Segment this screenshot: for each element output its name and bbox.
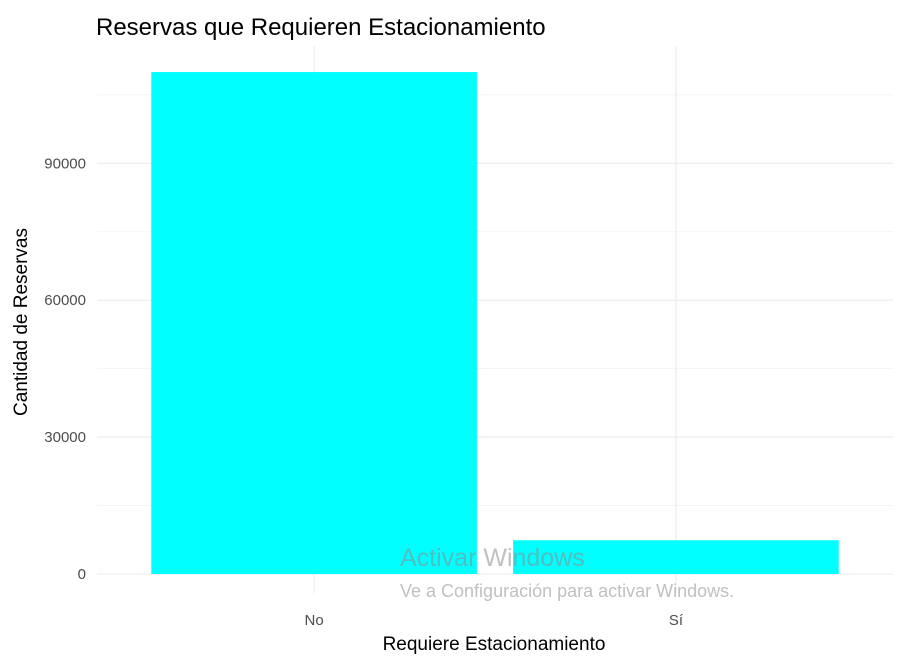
watermark-title: Activar Windows: [400, 544, 585, 572]
chart-title: Reservas que Requieren Estacionamiento: [96, 14, 546, 41]
bar-no: [151, 72, 477, 574]
x-axis-ticks: No Sí: [304, 612, 683, 629]
y-tick-label: 60000: [44, 292, 86, 309]
x-tick-label: No: [304, 612, 323, 629]
x-tick-label: Sí: [669, 612, 684, 629]
y-tick-label: 90000: [44, 155, 86, 172]
y-tick-label: 30000: [44, 429, 86, 446]
x-axis-title: Requiere Estacionamiento: [383, 634, 606, 655]
watermark-subtitle: Ve a Configuración para activar Windows.: [400, 581, 734, 601]
y-axis-title: Cantidad de Reservas: [11, 228, 32, 416]
bars: [151, 72, 838, 574]
y-axis-ticks: 0 30000 60000 90000: [44, 155, 86, 583]
y-tick-label: 0: [78, 566, 86, 583]
